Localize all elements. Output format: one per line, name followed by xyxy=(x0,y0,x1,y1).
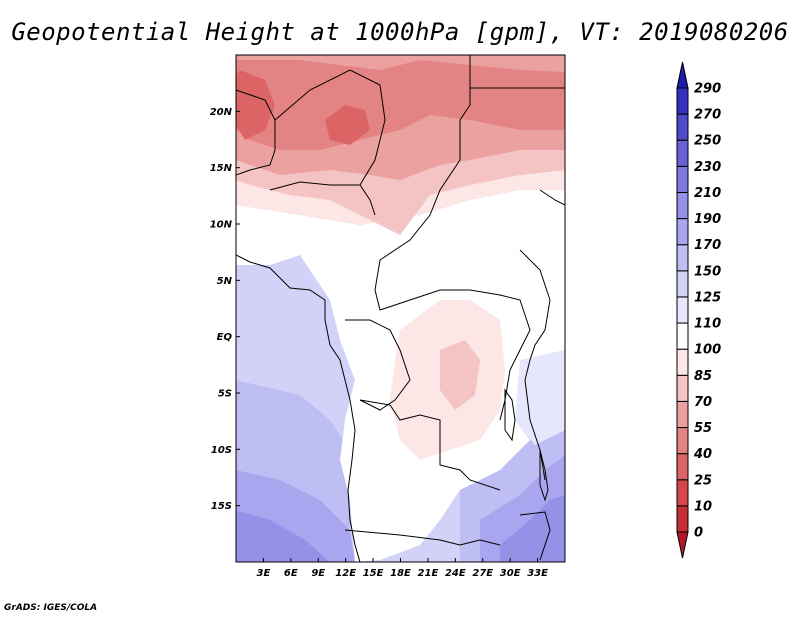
field-north-40a xyxy=(236,70,275,140)
field-ocean-170-190 xyxy=(236,510,330,562)
coastline-west xyxy=(236,254,361,562)
lat-tick-label: 10S xyxy=(211,445,232,456)
colorbar-label: 0 xyxy=(694,526,703,541)
colorbar-label: 85 xyxy=(694,369,712,384)
colorbar-swatch xyxy=(676,139,689,167)
border-north-1 xyxy=(274,69,386,186)
colorbar-swatch xyxy=(676,61,689,89)
border-nw xyxy=(236,89,276,176)
field-se-blue-3 xyxy=(500,495,565,562)
colorbar-label: 110 xyxy=(694,317,721,332)
border-congo xyxy=(345,319,411,411)
border-central xyxy=(379,289,531,421)
lon-tick-label: 21E xyxy=(418,568,439,579)
border-horn xyxy=(539,189,565,206)
colorbar-swatch xyxy=(676,270,689,298)
lon-tick-label: 6E xyxy=(284,568,298,579)
lat-axis: 20N 15N 10N 5N EQ 5S 10S 15S xyxy=(210,107,240,512)
field-layer xyxy=(236,55,565,562)
colorbar-swatch xyxy=(676,165,689,193)
colorbar-swatch xyxy=(676,113,689,141)
colorbar: 0 10 25 40 55 70 85 100 110 125 150 170 190 210 230 250… xyxy=(676,61,721,559)
colorbar-swatch xyxy=(676,322,689,350)
lat-tick-label: 15S xyxy=(211,501,232,512)
colorbar-label: 125 xyxy=(694,290,721,305)
colorbar-swatch xyxy=(676,218,689,246)
border-south-2 xyxy=(344,529,501,546)
colorbar-label: 250 xyxy=(694,134,721,149)
colorbar-swatch xyxy=(676,348,689,376)
lon-tick-label: 9E xyxy=(311,568,325,579)
colorbar-swatch xyxy=(676,191,689,220)
lat-tick-label: 5N xyxy=(217,276,233,287)
colorbar-label: 170 xyxy=(694,238,721,253)
lat-tick-label: 5S xyxy=(218,389,232,400)
border-sahel xyxy=(269,181,376,216)
colorbar-label: 270 xyxy=(694,108,721,123)
border-south-1 xyxy=(359,399,501,491)
border-lake-east xyxy=(504,388,516,442)
colorbar-swatch xyxy=(676,505,689,533)
border-north-2 xyxy=(374,55,471,311)
lat-tick-label: 15N xyxy=(210,163,233,174)
grads-credit: GrADS: IGES/COLA xyxy=(4,603,98,613)
colorbar-label: 230 xyxy=(694,160,721,175)
colorbar-label: 100 xyxy=(694,343,721,358)
colorbar-label: 25 xyxy=(694,473,712,488)
lon-tick-label: 15E xyxy=(363,568,384,579)
lon-tick-label: 33E xyxy=(527,568,548,579)
colorbar-swatch xyxy=(676,427,689,455)
colorbar-label: 55 xyxy=(694,421,712,436)
lon-tick-label: 12E xyxy=(335,568,356,579)
colorbar-label: 190 xyxy=(694,212,721,227)
colorbar-label: 290 xyxy=(694,82,721,97)
field-east-blue xyxy=(515,350,565,445)
lon-axis: 3E 6E 9E 12E 15E 18E 21E 24E 27E 30E 33E xyxy=(257,558,548,579)
colorbar-swatch xyxy=(676,87,689,115)
colorbar-swatch xyxy=(676,400,689,429)
border-east xyxy=(519,249,551,481)
lon-tick-label: 24E xyxy=(445,568,466,579)
colorbar-label: 10 xyxy=(694,499,712,514)
lat-tick-label: 20N xyxy=(210,107,233,118)
lon-tick-label: 30E xyxy=(500,568,521,579)
map-title: Geopotential Height at 1000hPa [gpm], VT… xyxy=(11,18,789,46)
colorbar-swatch xyxy=(676,453,689,481)
field-congo-pink-2 xyxy=(440,340,480,410)
border-lake-malawi xyxy=(539,449,549,502)
colorbar-swatch xyxy=(676,531,689,559)
colorbar-swatch xyxy=(676,374,689,402)
colorbar-label: 70 xyxy=(694,395,712,410)
lat-tick-label: 10N xyxy=(210,220,233,231)
lat-tick-label: EQ xyxy=(217,332,233,343)
colorbar-swatch xyxy=(676,296,689,324)
colorbar-label: 40 xyxy=(693,447,712,462)
colorbar-label: 210 xyxy=(694,186,721,201)
colorbar-swatch xyxy=(676,244,689,272)
coastlines-borders xyxy=(236,55,565,562)
colorbar-label: 150 xyxy=(694,264,721,279)
border-se xyxy=(519,511,551,561)
lon-tick-label: 27E xyxy=(472,568,493,579)
colorbar-swatch xyxy=(676,479,689,507)
field-north-40b xyxy=(325,105,370,145)
lon-tick-label: 3E xyxy=(257,568,271,579)
lon-tick-label: 18E xyxy=(390,568,411,579)
field-north-55 xyxy=(236,60,565,150)
